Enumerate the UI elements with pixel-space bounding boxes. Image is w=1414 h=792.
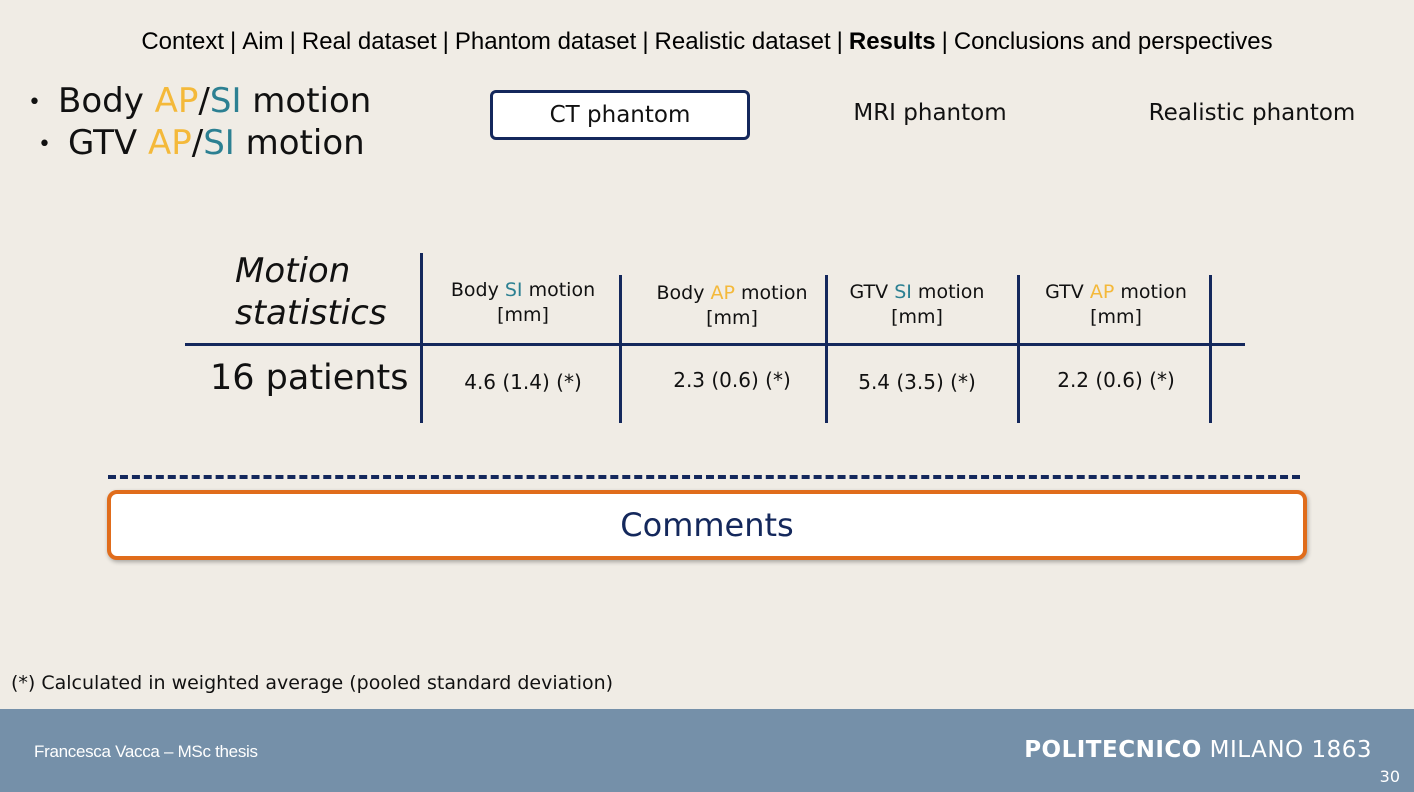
- dashed-separator: [108, 475, 1300, 479]
- table-divider: [1209, 275, 1212, 423]
- column-header-gtv-ap: GTV AP motion [mm]: [1045, 281, 1187, 328]
- nav-aim[interactable]: Aim: [242, 28, 284, 55]
- nav-separator: |: [230, 28, 237, 55]
- cell-body-si: 4.6 (1.4) (*): [464, 370, 582, 394]
- slide-footer: Francesca Vacca – MSc thesis POLITECNICO…: [0, 709, 1414, 792]
- nav-context[interactable]: Context: [141, 28, 225, 55]
- author-label: Francesca Vacca – MSc thesis: [34, 742, 258, 761]
- table-header-rule: [185, 343, 1245, 346]
- table-divider: [1017, 275, 1020, 423]
- table-divider: [619, 275, 622, 423]
- nav-separator: |: [642, 28, 649, 55]
- cell-body-ap: 2.3 (0.6) (*): [673, 368, 791, 392]
- cell-gtv-ap: 2.2 (0.6) (*): [1057, 368, 1175, 392]
- table-divider: [825, 275, 828, 423]
- column-header-body-si: Body SI motion [mm]: [450, 279, 596, 326]
- tab-realistic-phantom[interactable]: Realistic phantom: [1148, 100, 1356, 126]
- comments-button[interactable]: Comments: [107, 490, 1307, 560]
- nav-realistic-dataset[interactable]: Realistic dataset: [654, 28, 831, 55]
- row-label-patients: 16 patients: [210, 358, 409, 398]
- table-title: Motion statistics: [235, 251, 387, 333]
- nav-separator: |: [289, 28, 296, 55]
- footnote: (*) Calculated in weighted average (pool…: [11, 672, 614, 694]
- section-breadcrumb: Context | Aim | Real dataset | Phantom dataset…: [0, 28, 1414, 56]
- nav-separator: |: [836, 28, 843, 55]
- bullet-gtv-motion: • GTV AP/SI motion: [38, 122, 365, 166]
- cell-gtv-si: 5.4 (3.5) (*): [858, 370, 976, 394]
- nav-separator: |: [442, 28, 449, 55]
- nav-results[interactable]: Results: [848, 28, 936, 55]
- university-logo: POLITECNICO MILANO 1863: [1024, 737, 1372, 763]
- table-divider: [420, 253, 423, 423]
- nav-phantom-dataset[interactable]: Phantom dataset: [454, 28, 637, 55]
- tab-ct-phantom[interactable]: CT phantom: [490, 90, 750, 140]
- nav-conclusions[interactable]: Conclusions and perspectives: [953, 28, 1273, 55]
- bullet-icon: •: [28, 89, 41, 115]
- bullet-icon: •: [38, 131, 51, 157]
- page-number: 30: [1379, 767, 1400, 786]
- column-header-gtv-si: GTV SI motion [mm]: [849, 281, 985, 328]
- nav-separator: |: [941, 28, 948, 55]
- bullet-body-motion: • Body AP/SI motion: [28, 80, 371, 124]
- nav-real-dataset[interactable]: Real dataset: [301, 28, 437, 55]
- tab-mri-phantom[interactable]: MRI phantom: [853, 100, 1007, 126]
- column-header-body-ap: Body AP motion [mm]: [656, 282, 808, 329]
